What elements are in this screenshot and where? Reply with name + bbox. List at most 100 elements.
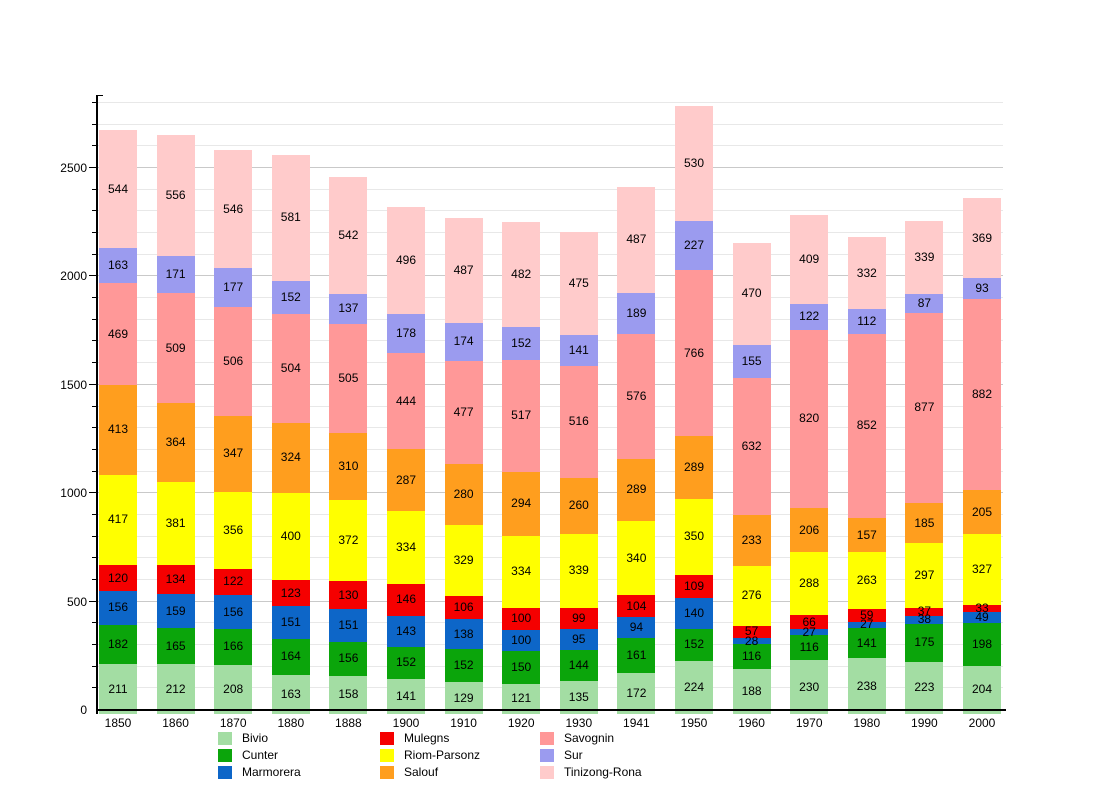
bar-segment-savognin-1970: 820 bbox=[790, 330, 829, 508]
bar-segment-sur-1910: 174 bbox=[444, 323, 483, 361]
legend-label: Salouf bbox=[404, 765, 439, 779]
bar-segment-mulegns-1970: 66 bbox=[790, 614, 829, 630]
bar-segment-bivio-1941: 172 bbox=[617, 672, 656, 714]
segment-value-label: 59 bbox=[860, 608, 874, 623]
segment-value-label: 152 bbox=[395, 655, 417, 670]
bar-segment-bivio-1870: 208 bbox=[214, 664, 253, 714]
bar-segment-tinizong-rona-1990: 339 bbox=[905, 220, 944, 295]
legend-label: Cunter bbox=[242, 748, 279, 762]
segment-value-label: 516 bbox=[568, 414, 589, 429]
bar-segment-mulegns-1950: 109 bbox=[675, 574, 713, 599]
y-tick-1100 bbox=[92, 470, 97, 472]
segment-value-label: 204 bbox=[971, 682, 993, 697]
bar-segment-cunter-1850: 182 bbox=[99, 624, 137, 665]
bar-segment-salouf-1880: 324 bbox=[271, 422, 310, 494]
segment-value-label: 334 bbox=[395, 540, 417, 555]
segment-value-label: 146 bbox=[395, 592, 417, 607]
bar-segment-bivio-1990: 223 bbox=[905, 661, 944, 714]
segment-value-label: 287 bbox=[395, 472, 417, 487]
bar-segment-marmorera-1930: 95 bbox=[559, 628, 598, 650]
bar-segment-tinizong-rona-1910: 487 bbox=[444, 217, 483, 324]
bar-segment-riom-parsonz-1900: 334 bbox=[387, 511, 425, 584]
bar-segment-savognin-1980: 852 bbox=[847, 333, 886, 519]
segment-value-label: 140 bbox=[683, 605, 705, 620]
segment-value-label: 327 bbox=[971, 562, 993, 577]
segment-value-label: 137 bbox=[338, 301, 359, 316]
bar-1888: 158 156 151 130 372 310 505 137 542 bbox=[329, 176, 368, 714]
bar-segment-savognin-2000: 882 bbox=[963, 298, 1001, 490]
bar-segment-bivio-1920: 121 bbox=[502, 683, 541, 714]
y-tick-400 bbox=[92, 622, 97, 624]
bar-segment-savognin-1930: 516 bbox=[559, 365, 598, 478]
segment-value-label: 556 bbox=[165, 188, 186, 203]
segment-value-label: 152 bbox=[453, 658, 474, 673]
legend-swatch-icon bbox=[218, 765, 232, 779]
bar-1910: 129 152 138 106 329 280 477 174 487 bbox=[444, 217, 483, 714]
bar-segment-sur-1990: 87 bbox=[905, 294, 944, 313]
bar-segment-cunter-1990: 175 bbox=[905, 623, 944, 662]
bar-segment-marmorera-2000: 49 bbox=[963, 611, 1001, 624]
segment-value-label: 820 bbox=[799, 411, 820, 426]
gridline-1300 bbox=[97, 427, 1003, 429]
legend-label: Mulegns bbox=[404, 731, 450, 745]
bar-segment-riom-parsonz-1880: 400 bbox=[271, 493, 310, 580]
segment-value-label: 172 bbox=[626, 685, 647, 700]
segment-value-label: 188 bbox=[741, 684, 762, 699]
segment-value-label: 122 bbox=[799, 309, 820, 324]
bar-segment-marmorera-1950: 140 bbox=[675, 598, 713, 629]
segment-value-label: 94 bbox=[629, 620, 644, 635]
x-axis-label-2000: 2000 bbox=[968, 716, 996, 730]
x-axis-label-1900: 1900 bbox=[392, 716, 420, 730]
segment-value-label: 409 bbox=[799, 251, 820, 266]
bar-1870: 208 166 156 122 356 347 506 177 546 bbox=[214, 149, 253, 714]
segment-value-label: 475 bbox=[568, 276, 589, 291]
gridline-2700 bbox=[97, 123, 1003, 125]
legend-label: Marmorera bbox=[242, 765, 301, 779]
bar-segment-salouf-1870: 347 bbox=[214, 416, 253, 492]
bar-segment-cunter-1950: 152 bbox=[675, 628, 713, 662]
y-axis-label-1500: 1500 bbox=[60, 377, 87, 392]
bar-segment-sur-1900: 178 bbox=[387, 314, 425, 354]
gridline-2100 bbox=[97, 253, 1003, 255]
bar-segment-mulegns-1920: 100 bbox=[502, 607, 541, 630]
segment-value-label: 156 bbox=[223, 604, 244, 619]
segment-value-label: 165 bbox=[165, 638, 186, 653]
bar-segment-bivio-1850: 211 bbox=[99, 664, 137, 714]
bar-segment-marmorera-1888: 151 bbox=[329, 609, 368, 642]
y-axis-label-1000: 1000 bbox=[60, 486, 87, 501]
segment-value-label: 206 bbox=[799, 522, 820, 537]
bar-2000: 204 198 49 33 327 205 882 93 369 bbox=[963, 198, 1001, 714]
bar-segment-bivio-1880: 163 bbox=[271, 674, 310, 714]
x-axis-label-1980: 1980 bbox=[853, 716, 881, 730]
bar-segment-bivio-1888: 158 bbox=[329, 675, 368, 714]
legend-item-riom-parsonz: Riom-Parsonz bbox=[380, 748, 480, 762]
segment-value-label: 517 bbox=[511, 408, 532, 423]
segment-value-label: 138 bbox=[453, 626, 474, 641]
bar-segment-sur-2000: 93 bbox=[963, 278, 1001, 299]
gridline-400 bbox=[97, 622, 1003, 624]
segment-value-label: 223 bbox=[914, 680, 935, 695]
bar-segment-riom-parsonz-1850: 417 bbox=[99, 474, 137, 565]
bar-segment-riom-parsonz-2000: 327 bbox=[963, 534, 1001, 606]
y-axis-line bbox=[96, 95, 98, 714]
bar-segment-savognin-1920: 517 bbox=[502, 359, 541, 472]
bar-segment-bivio-1980: 238 bbox=[847, 658, 886, 714]
bar-segment-riom-parsonz-1860: 381 bbox=[156, 482, 195, 565]
gridline-2300 bbox=[97, 210, 1003, 212]
segment-value-label: 212 bbox=[165, 681, 186, 696]
y-tick-2300 bbox=[92, 210, 97, 212]
bar-segment-marmorera-1990: 38 bbox=[905, 613, 944, 626]
segment-value-label: 100 bbox=[511, 632, 532, 647]
bar-1900: 141 152 143 146 334 287 444 178 496 bbox=[387, 206, 425, 714]
segment-value-label: 506 bbox=[223, 353, 244, 368]
segment-value-label: 487 bbox=[453, 262, 474, 277]
legend-swatch-icon bbox=[540, 731, 554, 745]
bar-segment-tinizong-rona-1860: 556 bbox=[156, 135, 195, 256]
segment-value-label: 400 bbox=[280, 528, 301, 543]
bar-segment-cunter-1970: 116 bbox=[790, 635, 829, 661]
bar-segment-sur-1920: 152 bbox=[502, 326, 541, 360]
segment-value-label: 112 bbox=[857, 313, 877, 328]
x-axis-label-1941: 1941 bbox=[623, 716, 650, 730]
bar-segment-riom-parsonz-1888: 372 bbox=[329, 500, 368, 582]
